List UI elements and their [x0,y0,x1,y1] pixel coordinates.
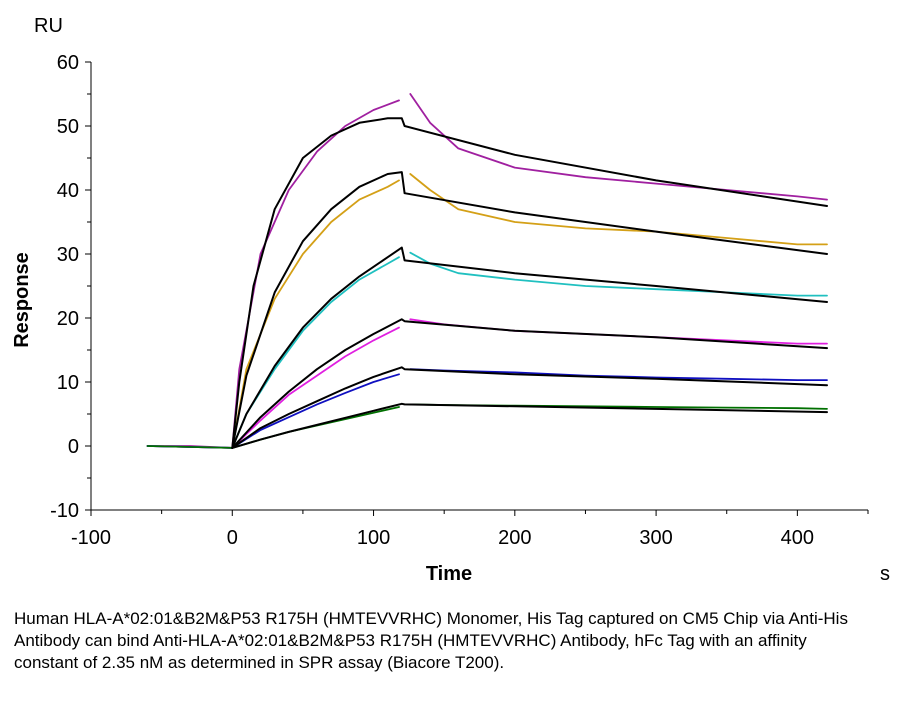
fit-curve-5 [231,171,828,449]
y-tick-label: 50 [57,116,79,138]
y-axis-label: Response [11,252,33,348]
y-tick-label: 20 [57,308,79,330]
x-tick-label: -100 [71,527,111,549]
y-tick-label: 10 [57,372,79,394]
y-unit-label: RU [34,15,63,37]
fit-curve-17 [231,402,828,449]
measured-curve-1 [409,93,828,201]
fit-curve-14 [231,366,828,449]
x-axis-label: Time [426,563,472,585]
fit-curve-11 [231,318,828,449]
x-tick-label: 200 [498,527,531,549]
measured-curve-10 [409,318,828,345]
y-tick-label: 60 [57,52,79,74]
fit-curve-8 [231,246,828,449]
x-unit-label: s [880,563,890,585]
y-tick-label: 40 [57,180,79,202]
x-tick-label: 300 [639,527,672,549]
x-tick-label: 400 [781,527,814,549]
measured-curve-6 [146,256,400,449]
x-tick-label: 0 [227,527,238,549]
x-tick-label: 100 [357,527,390,549]
fit-curve-2 [231,117,828,449]
measured-curve-4 [409,173,828,246]
series-layer [146,93,828,449]
axes-layer [90,62,868,511]
measured-curve-7 [409,251,828,297]
y-tick-label: 30 [57,244,79,266]
measured-curve-9 [146,326,400,449]
y-tick-label: -10 [50,500,79,522]
y-tick-label: 0 [68,436,79,458]
figure-caption: Human HLA-A*02:01&B2M&P53 R175H (HMTEVVR… [14,609,848,672]
